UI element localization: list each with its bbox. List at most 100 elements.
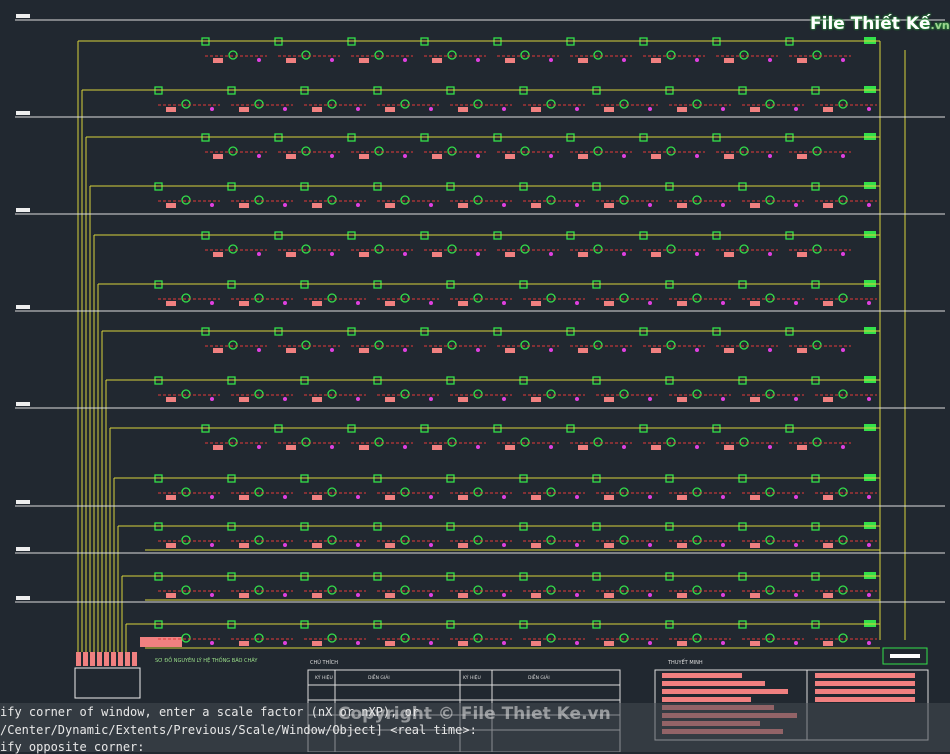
device	[677, 495, 687, 500]
bell	[575, 397, 579, 401]
device	[359, 348, 369, 353]
smoke-detector	[327, 195, 337, 205]
bell	[356, 301, 360, 305]
smoke-detector	[546, 535, 556, 545]
device	[651, 252, 661, 257]
device	[312, 107, 322, 112]
device	[458, 301, 468, 306]
bell	[622, 154, 626, 158]
smoke-detector	[692, 535, 702, 545]
smoke-detector	[739, 146, 749, 156]
device	[432, 445, 442, 450]
device	[239, 593, 249, 598]
bell	[403, 58, 407, 62]
bell	[502, 543, 506, 547]
smoke-detector	[838, 293, 848, 303]
bell	[768, 154, 772, 158]
smoke-detector	[301, 50, 311, 60]
smoke-detector	[181, 389, 191, 399]
smoke-detector	[619, 585, 629, 595]
device	[604, 203, 614, 208]
note-text	[662, 673, 742, 678]
command-line: ify opposite corner:	[0, 740, 145, 754]
device	[823, 543, 833, 548]
smoke-detector	[400, 585, 410, 595]
device	[385, 301, 395, 306]
bell	[210, 495, 214, 499]
device	[604, 301, 614, 306]
smoke-detector	[254, 195, 264, 205]
smoke-detector	[520, 244, 530, 254]
smoke-detector	[301, 437, 311, 447]
device	[166, 495, 176, 500]
bell	[283, 543, 287, 547]
bell	[648, 301, 652, 305]
bell	[794, 593, 798, 597]
bell	[356, 495, 360, 499]
bell	[841, 58, 845, 62]
smoke-detector	[181, 633, 191, 643]
smoke-detector	[619, 293, 629, 303]
smoke-detector	[447, 146, 457, 156]
device	[312, 495, 322, 500]
bell	[768, 445, 772, 449]
bell	[648, 203, 652, 207]
smoke-detector	[254, 585, 264, 595]
smoke-detector	[473, 195, 483, 205]
bell	[575, 495, 579, 499]
bell	[330, 348, 334, 352]
bell	[356, 397, 360, 401]
bell	[794, 107, 798, 111]
device	[750, 301, 760, 306]
device	[166, 107, 176, 112]
device	[797, 154, 807, 159]
device	[458, 495, 468, 500]
device	[432, 154, 442, 159]
device	[432, 58, 442, 63]
device	[750, 397, 760, 402]
device	[750, 593, 760, 598]
device	[604, 107, 614, 112]
smoke-detector	[327, 585, 337, 595]
device	[750, 641, 760, 646]
fire-panel	[74, 667, 141, 699]
bell	[794, 543, 798, 547]
device	[385, 543, 395, 548]
device	[359, 154, 369, 159]
bell	[429, 301, 433, 305]
command-line: /Center/Dynamic/Extents/Previous/Scale/W…	[0, 723, 477, 737]
smoke-detector	[765, 535, 775, 545]
legend-header: KÝ HIỆU	[463, 673, 481, 681]
smoke-detector	[619, 195, 629, 205]
device	[359, 252, 369, 257]
note-text	[662, 689, 788, 694]
bell	[867, 641, 871, 645]
bell	[356, 107, 360, 111]
bell	[695, 252, 699, 256]
bell	[502, 641, 506, 645]
floor-tag	[16, 402, 30, 406]
smoke-detector	[254, 487, 264, 497]
device	[531, 495, 541, 500]
device	[432, 252, 442, 257]
bell	[476, 348, 480, 352]
device	[239, 397, 249, 402]
device	[385, 397, 395, 402]
device	[797, 252, 807, 257]
note-text	[662, 697, 751, 702]
bell	[356, 203, 360, 207]
bell	[210, 397, 214, 401]
smoke-detector	[765, 633, 775, 643]
bell	[622, 445, 626, 449]
bell	[575, 593, 579, 597]
smoke-detector	[400, 389, 410, 399]
bell	[549, 154, 553, 158]
bell	[283, 641, 287, 645]
smoke-detector	[473, 99, 483, 109]
floor-tag	[16, 500, 30, 504]
device	[604, 641, 614, 646]
smoke-detector	[228, 146, 238, 156]
bell	[549, 58, 553, 62]
bell	[283, 397, 287, 401]
